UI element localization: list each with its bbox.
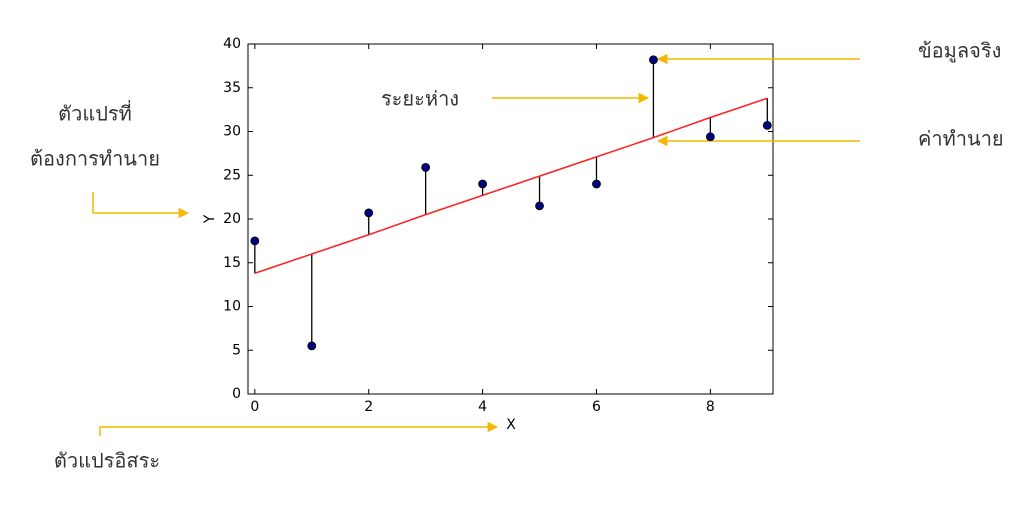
data-point [535, 201, 544, 211]
y-tick-label: 5 [232, 342, 241, 358]
data-point [307, 341, 317, 351]
annotation: ตัวแปรอิสระ [54, 449, 160, 473]
regression-line [254, 97, 768, 274]
data-point [705, 132, 715, 142]
y-tick-label: 10 [223, 299, 241, 315]
data-point [250, 236, 260, 246]
x-tick-label: 4 [478, 399, 487, 415]
x-axis-label: X [506, 417, 516, 433]
y-tick-label: 35 [223, 80, 241, 96]
y-tick-label: 15 [223, 255, 241, 271]
y-tick-label: 30 [223, 124, 241, 140]
x-tick-label: 8 [706, 399, 715, 415]
data-point [592, 179, 601, 189]
x-tick-label: 2 [364, 399, 373, 415]
annotation: ข้อมูลจริง [918, 39, 1001, 64]
y-axis-label: Y [202, 214, 218, 224]
arrow [92, 192, 190, 219]
annotation: ค่าทำนาย [918, 127, 1004, 151]
annotation: ตัวแปรที่ [58, 100, 132, 126]
data-point [762, 120, 772, 130]
y-tick-label: 40 [223, 36, 241, 52]
plot-frame [247, 43, 774, 395]
annotation: ระยะห่าง [381, 87, 459, 111]
annotation: ต้องการทำนาย [30, 147, 160, 171]
arrow [99, 421, 499, 436]
data-point [421, 162, 431, 172]
x-tick-label: 6 [592, 399, 601, 415]
data-point [649, 55, 658, 65]
x-tick-label: 0 [250, 399, 259, 415]
y-tick-label: 20 [223, 211, 241, 227]
data-point [478, 179, 487, 189]
y-tick-label: 0 [232, 386, 241, 402]
y-tick-label: 25 [223, 167, 241, 183]
data-point [364, 208, 374, 218]
